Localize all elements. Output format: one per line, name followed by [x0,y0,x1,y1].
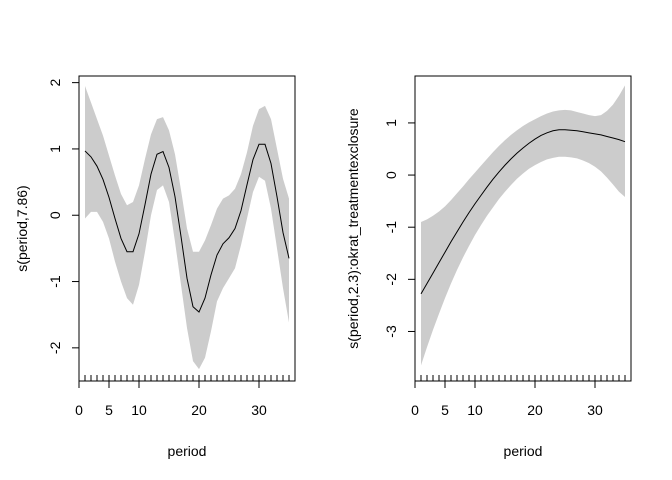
y-tick-label: -2 [47,341,63,354]
y-axis-label: s(period,7.86) [14,185,30,271]
left-smooth-panel: 0 5 10 20 30 -2 -1 0 1 2 period s(period,7.86) [14,75,296,459]
confidence-band [85,85,289,370]
x-tick-label: 5 [105,402,113,418]
x-axis-label: period [168,443,207,459]
confidence-band [421,85,625,366]
y-tick-label: 1 [47,145,63,153]
confidence-band-group [421,85,625,366]
y-tick-label: -2 [383,273,399,286]
x-tick-label: 0 [75,402,83,418]
y-tick-label: 1 [383,119,399,127]
x-tick-label: 30 [587,402,603,418]
y-tick-label: 0 [47,211,63,219]
smooth-curve [84,143,290,313]
y-tick-label: 0 [383,171,399,179]
y-tick-label: 2 [47,79,63,87]
y-tick-label: -1 [47,275,63,288]
x-tick-label: 20 [527,402,543,418]
x-tick-label: 10 [131,402,147,418]
x-axis: 0 5 10 20 30 [411,380,603,418]
y-axis-label: s(period,2.3):okrat_treatmentexclosure [345,108,361,349]
x-axis-label: period [504,443,543,459]
confidence-band-group [85,85,289,370]
smooth-curve-group [84,143,290,313]
y-axis: -2 -1 0 1 2 [47,79,80,354]
x-axis: 0 5 10 20 30 [75,380,267,418]
right-smooth-panel: 0 5 10 20 30 -3 -2 -1 0 1 period s(period,2.3):o… [345,75,632,459]
x-tick-label: 5 [441,402,449,418]
y-tick-label: -3 [383,325,399,338]
x-tick-label: 20 [191,402,207,418]
y-axis: -3 -2 -1 0 1 [383,119,416,338]
x-tick-label: 0 [411,402,419,418]
rug-ticks-group [420,375,626,381]
smooth-curve-group [420,129,626,295]
smooth-curve [420,129,626,295]
x-tick-label: 30 [251,402,267,418]
y-tick-label: -1 [383,221,399,234]
rug-ticks-group [84,375,290,381]
x-tick-label: 10 [467,402,483,418]
